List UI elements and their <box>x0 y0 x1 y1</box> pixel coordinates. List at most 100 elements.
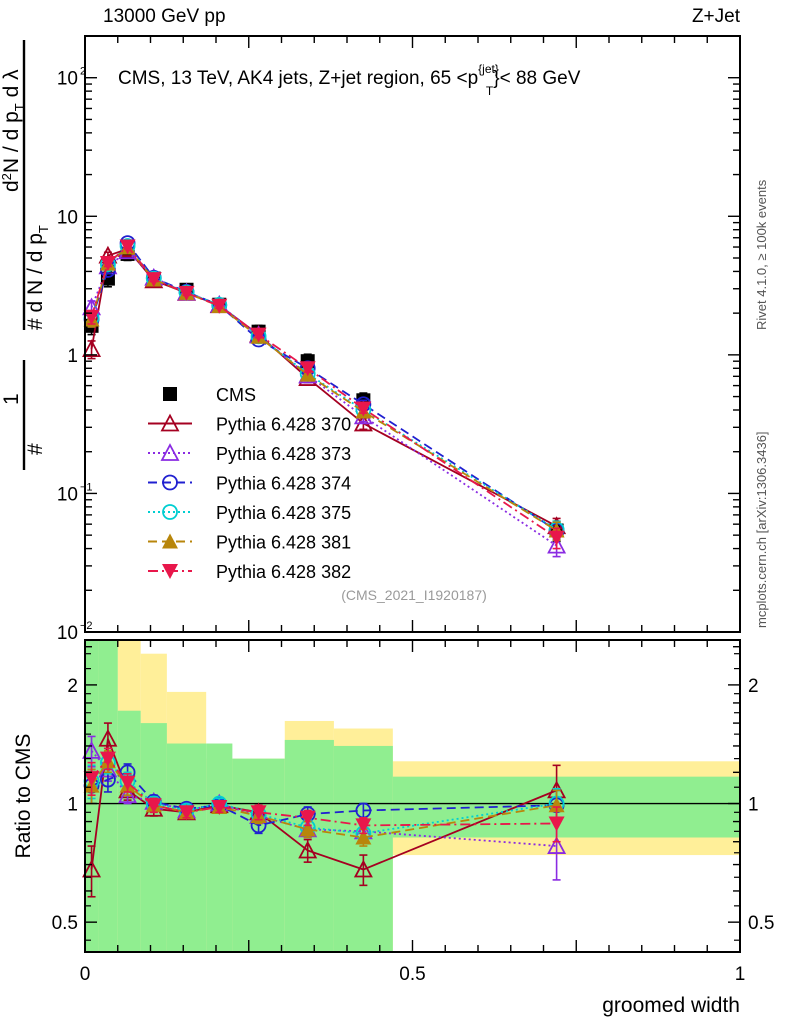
ratio-ytick-right-2: 2 <box>748 676 759 697</box>
plot-title-text: CMS, 13 TeV, AK4 jets, Z+jet region, 65 … <box>118 62 581 98</box>
marker-triangle-down <box>83 771 100 787</box>
ratio-uncertainty-bands <box>85 640 740 952</box>
sidebar-rivet-version: Rivet 4.1.0, ≥ 100k events <box>754 179 769 330</box>
marker-triangle-down <box>355 818 372 834</box>
marker-triangle-down <box>99 751 116 767</box>
series-cms <box>84 246 564 543</box>
marker-triangle-up <box>547 535 567 554</box>
legend-item-pythia-6-428-374[interactable]: Pythia 6.428 374 <box>148 474 351 494</box>
main-plot-series <box>82 235 567 558</box>
legend-item-pythia-6-428-381[interactable]: Pythia 6.428 381 <box>148 533 351 553</box>
ytick-100: 10 2 <box>57 66 86 90</box>
band-inner <box>166 743 207 952</box>
ratio-ytick-right-1: 1 <box>748 795 759 816</box>
legend-item-cms[interactable]: CMS <box>163 385 256 405</box>
legend-label: Pythia 6.428 374 <box>216 474 351 494</box>
y-label-numerator: d2N / d pT d λ <box>0 69 27 192</box>
ytick-0p01: 10 −2 <box>57 620 93 644</box>
plot-title: CMS, 13 TeV, AK4 jets, Z+jet region, 65 … <box>118 62 581 98</box>
main-panel-frame <box>84 35 741 633</box>
marker-triangle-up <box>82 859 102 878</box>
axis-ticks <box>84 35 741 952</box>
marker-triangle-down <box>162 564 178 579</box>
ytick-100-base: 10 <box>57 69 78 90</box>
xtick-2: 1 <box>735 964 746 985</box>
marker-triangle-down <box>299 810 316 826</box>
ytick-0p1-base: 10 <box>57 484 78 505</box>
y-axis-label: d2N / d pT d λ # d N / d pT 1 # <box>0 40 51 470</box>
marker-triangle-up <box>353 859 373 878</box>
marker-triangle-down <box>211 298 228 314</box>
xtick-1: 0.5 <box>399 964 425 985</box>
legend-label: Pythia 6.428 382 <box>216 562 351 582</box>
header-process: Z+Jet <box>692 6 741 27</box>
marker-triangle-down <box>250 805 267 821</box>
band-inner <box>98 640 118 952</box>
band-inner <box>392 776 740 838</box>
ytick-0p01-exp: −2 <box>80 620 93 632</box>
ratio-series-line <box>90 750 557 847</box>
marker-circle <box>162 474 178 491</box>
series-line <box>90 245 558 539</box>
marker-triangle-up <box>162 533 178 549</box>
ytick-0p1: 10 −1 <box>57 481 93 505</box>
ratio-ytick-right-0p5: 0.5 <box>748 913 774 934</box>
ratio-series-line <box>90 757 557 827</box>
marker-triangle-down <box>299 361 316 377</box>
legend-label: Pythia 6.428 375 <box>216 503 351 523</box>
marker-triangle-up <box>98 728 118 747</box>
y-label-one: 1 <box>0 393 23 405</box>
y-label-denominator: # d N / d pT <box>24 225 51 330</box>
band-inner <box>117 710 141 952</box>
marker-triangle-down <box>250 327 267 343</box>
legend-item-pythia-6-428-382[interactable]: Pythia 6.428 382 <box>148 562 351 582</box>
marker-triangle-up <box>298 840 318 859</box>
marker-triangle-down <box>178 805 195 821</box>
legend-label: Pythia 6.428 370 <box>216 415 351 435</box>
legend-item-pythia-6-428-373[interactable]: Pythia 6.428 373 <box>148 443 351 464</box>
legend-label: Pythia 6.428 381 <box>216 533 351 553</box>
y-label-hash: # <box>24 443 47 455</box>
series-line <box>90 241 558 532</box>
ytick-0p1-exp: −1 <box>80 481 93 493</box>
marker-triangle-down <box>145 798 162 814</box>
marker-triangle-down <box>145 272 162 288</box>
marker-triangle-up <box>160 413 180 432</box>
marker-triangle-up <box>548 797 565 813</box>
ratio-y-axis-label: Ratio to CMS <box>12 734 35 859</box>
marker-triangle-up <box>160 443 180 461</box>
marker-triangle-down <box>99 256 116 272</box>
x-axis-label: groomed width <box>602 994 740 1017</box>
ytick-100-exp: 2 <box>80 66 86 78</box>
ratio-ytick-2: 2 <box>67 676 78 697</box>
sidebar-mcplots-reference: mcplots.cern.ch [arXiv:1306.3436] <box>754 431 769 628</box>
analysis-watermark: (CMS_2021_I1920187) <box>341 587 487 603</box>
band-inner <box>333 745 393 952</box>
marker-triangle-down <box>119 775 136 791</box>
ratio-series-pythia-6-428-382 <box>83 747 565 843</box>
marker-triangle-up <box>82 339 102 358</box>
ratio-ytick-1: 1 <box>67 795 78 816</box>
marker-triangle-down <box>548 816 565 832</box>
ytick-0p01-base: 10 <box>57 623 78 644</box>
series-line <box>90 244 558 531</box>
header-beam-energy: 13000 GeV pp <box>103 6 226 27</box>
legend-item-pythia-6-428-370[interactable]: Pythia 6.428 370 <box>148 413 351 435</box>
legend-item-pythia-6-428-375[interactable]: Pythia 6.428 375 <box>148 503 351 523</box>
band-inner <box>140 723 167 952</box>
series-pythia-6-428-382 <box>83 239 565 550</box>
marker-triangle-up <box>547 836 567 854</box>
ytick-10: 10 <box>57 207 78 228</box>
marker-triangle-up <box>355 829 372 845</box>
marker-triangle-up <box>82 740 102 759</box>
marker-triangle-up <box>299 821 316 837</box>
marker-triangle-down <box>548 530 565 546</box>
legend: CMS Pythia 6.428 370 Pythia 6.428 373 Pythi… <box>148 385 351 582</box>
series-line <box>90 249 558 547</box>
ratio-series-line <box>90 761 557 835</box>
band-inner <box>232 758 285 952</box>
ratio-ytick-0p5: 0.5 <box>52 913 78 934</box>
xtick-0: 0 <box>80 964 91 985</box>
